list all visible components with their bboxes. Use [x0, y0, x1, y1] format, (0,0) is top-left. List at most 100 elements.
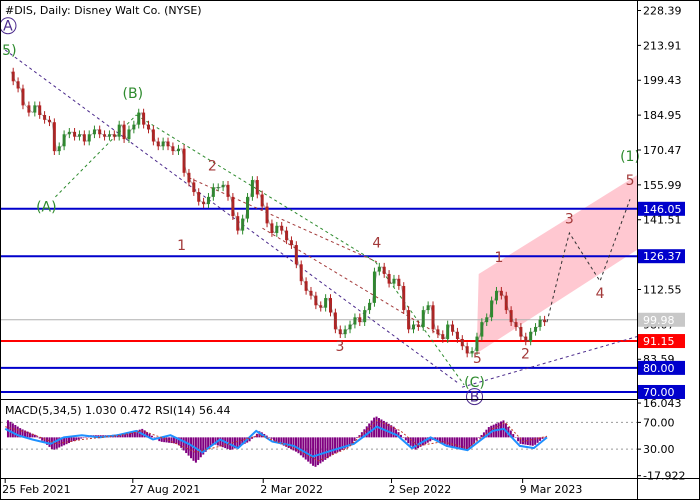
macd-bar-186 — [460, 437, 463, 449]
level-tag-bg-5 — [638, 384, 685, 399]
macd-bar-216 — [534, 437, 537, 445]
macd-bar-1 — [9, 421, 12, 438]
macd-bar-53 — [136, 430, 139, 438]
macd-bar-99 — [248, 437, 251, 442]
macd-bar-62 — [158, 437, 161, 442]
macd-bar-184 — [456, 437, 459, 448]
macd-bar-147 — [365, 426, 368, 438]
macd-bar-7 — [24, 430, 27, 438]
level-tag-bg-0 — [638, 201, 685, 216]
macd-bar-74 — [187, 437, 190, 456]
wave-label-5: 1 — [177, 238, 186, 254]
wave-circle-0 — [0, 17, 17, 35]
macd-bar-88 — [221, 437, 224, 448]
macd-bar-188 — [465, 437, 468, 451]
macd-bar-31 — [82, 437, 85, 438]
macd-bar-50 — [129, 432, 132, 438]
level-tag-bg-3 — [638, 334, 685, 349]
macd-bar-3 — [14, 424, 17, 438]
wave-label-11: 1 — [494, 250, 503, 266]
macd-bar-73 — [185, 437, 188, 454]
level-tag-bg-2 — [638, 312, 685, 327]
macd-bar-19 — [53, 437, 56, 450]
macd-bar-139 — [346, 437, 349, 448]
macd-bar-47 — [121, 433, 124, 438]
macd-bar-118 — [294, 437, 297, 452]
macd-bar-84 — [212, 437, 214, 444]
price-line — [10, 71, 548, 354]
indicator-plot — [1, 416, 637, 467]
macd-bar-81 — [204, 437, 207, 452]
macd-bar-206 — [509, 430, 512, 438]
macd-bar-176 — [436, 437, 439, 442]
macd-bar-77 — [194, 437, 197, 463]
level-tag-1: 126.37 — [643, 250, 682, 263]
macd-bar-163 — [404, 437, 407, 441]
macd-bar-2 — [11, 423, 14, 438]
macd-bar-46 — [119, 433, 122, 438]
macd-bar-119 — [297, 437, 300, 454]
wave-label-8: 5 — [473, 351, 482, 367]
macd-bar-219 — [541, 437, 544, 439]
macd-bar-180 — [446, 437, 449, 445]
level-tag-bg-4 — [638, 360, 685, 375]
macd-bar-122 — [304, 437, 307, 460]
macd-bar-212 — [524, 437, 527, 445]
macd-bar-128 — [319, 437, 322, 464]
macd-bar-157 — [390, 425, 393, 438]
wave-label-14: 4 — [596, 286, 605, 302]
ind-tick-label-3: -17.922 — [643, 470, 685, 483]
macd-bar-140 — [348, 437, 351, 447]
wave-label-10: B — [470, 390, 480, 406]
macd-bar-129 — [321, 437, 324, 462]
macd-bar-156 — [387, 423, 390, 438]
macd-bar-111 — [277, 437, 280, 444]
macd-bar-48 — [124, 433, 127, 438]
macd-bar-158 — [392, 426, 395, 438]
macd-bar-5 — [19, 428, 22, 438]
macd-bar-190 — [470, 437, 473, 446]
macd-bar-51 — [131, 431, 134, 438]
macd-bar-15 — [43, 437, 46, 443]
wave-label-4: 2 — [208, 158, 217, 174]
macd-bar-217 — [536, 437, 539, 443]
macd-bar-189 — [468, 437, 471, 449]
macd-bar-9 — [28, 432, 31, 438]
macd-bar-173 — [429, 437, 432, 442]
macd-bar-205 — [507, 426, 510, 438]
macd-bar-138 — [343, 437, 346, 449]
wave-label-1: 5) — [2, 43, 16, 59]
macd-bar-161 — [399, 434, 402, 438]
macd-bar-93 — [233, 437, 236, 449]
macd-bar-67 — [170, 437, 173, 444]
macd-bar-22 — [60, 437, 63, 447]
macd-bar-14 — [41, 437, 44, 441]
macd-bar-165 — [409, 437, 412, 446]
macd-bar-136 — [338, 437, 341, 452]
macd-bar-159 — [395, 429, 398, 438]
macd-bar-213 — [526, 437, 529, 446]
macd-bar-58 — [148, 433, 151, 438]
macd-bar-116 — [290, 437, 293, 450]
macd-bar-92 — [231, 437, 234, 450]
x-tick-label-4: 9 Mar 2023 — [520, 483, 583, 496]
wave-label-12: 2 — [521, 346, 530, 362]
macd-bar-106 — [265, 435, 268, 438]
y-tick-label-0: 228.39 — [643, 4, 682, 17]
macd-bar-115 — [287, 437, 290, 449]
macd-bar-59 — [150, 435, 153, 438]
macd-bar-220 — [543, 436, 546, 438]
macd-bar-167 — [414, 437, 417, 450]
macd-bar-71 — [180, 437, 183, 448]
macd-bar-121 — [302, 437, 305, 458]
macd-bar-101 — [253, 436, 256, 438]
macd-bar-96 — [241, 437, 244, 445]
macd-bar-79 — [199, 437, 202, 458]
y-tick-label-8: 112.55 — [643, 283, 682, 296]
macd-bar-4 — [16, 426, 19, 438]
macd-bar-65 — [165, 437, 168, 443]
macd-bar-178 — [441, 437, 444, 443]
macd-bar-191 — [473, 437, 476, 443]
macd-bar-130 — [324, 437, 327, 460]
macd-bar-6 — [21, 429, 24, 438]
